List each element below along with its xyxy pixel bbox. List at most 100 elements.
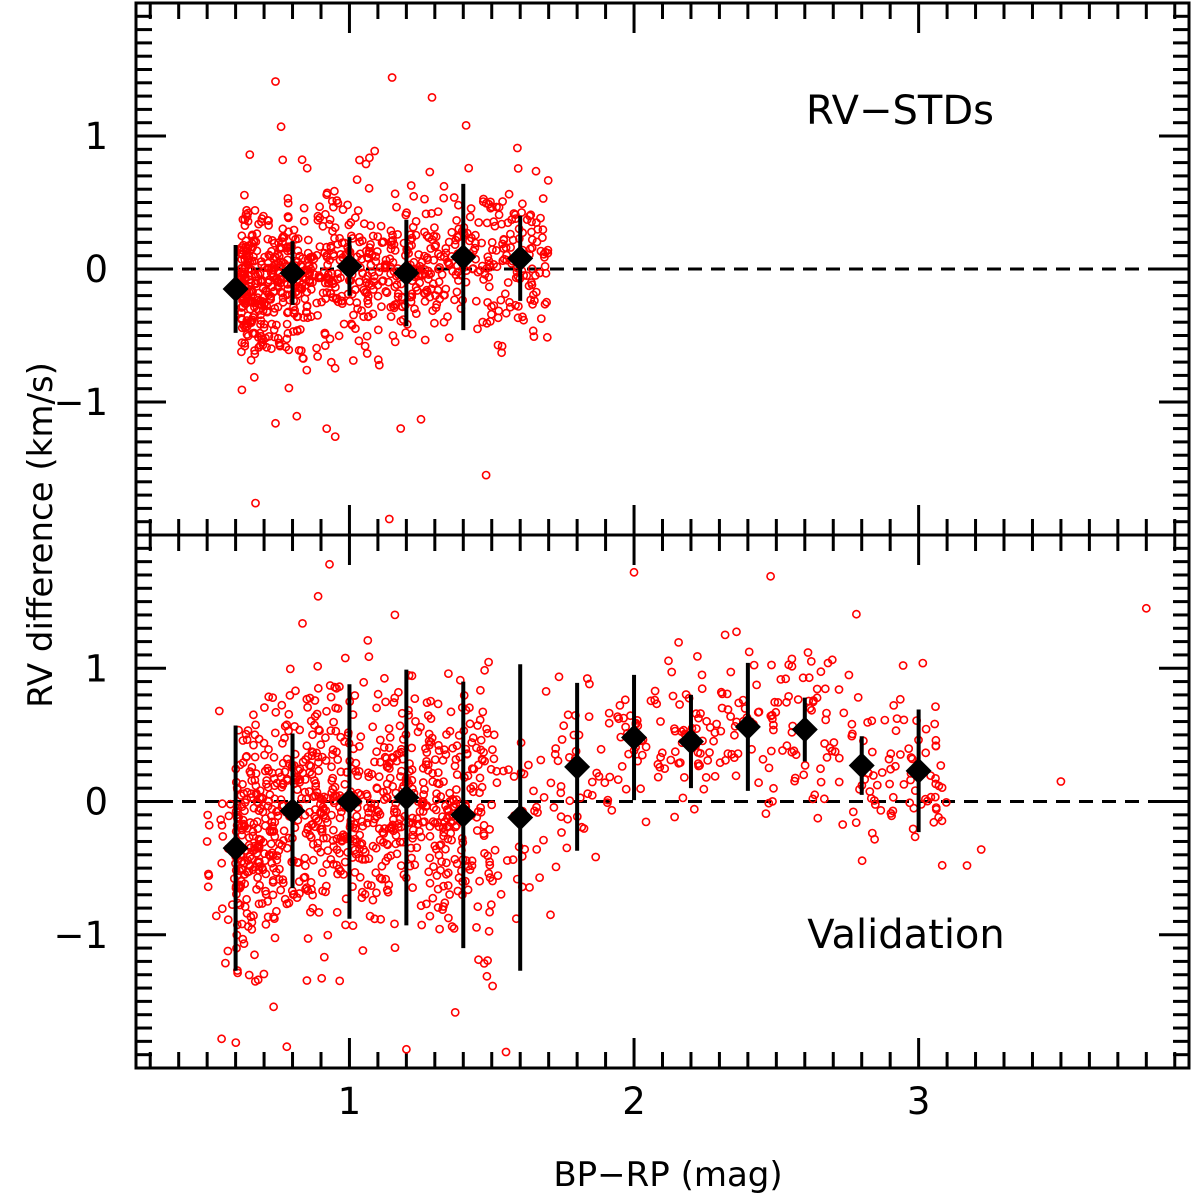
scatter-point — [447, 922, 457, 931]
scatter-point — [834, 685, 844, 694]
scatter-point — [754, 707, 764, 717]
scatter-point — [473, 760, 483, 770]
scatter-point — [270, 303, 280, 313]
scatter-point — [352, 811, 362, 821]
scatter-point — [302, 976, 312, 985]
scatter-point — [328, 279, 338, 289]
scatter-point — [359, 677, 369, 687]
scatter-point — [670, 747, 680, 757]
scatter-point — [439, 181, 449, 191]
scatter-point — [275, 341, 285, 351]
scatter-point — [732, 627, 741, 637]
scatter-point — [408, 883, 417, 892]
scatter-point — [477, 261, 487, 271]
scatter-point — [420, 296, 430, 306]
y-tick-label: 0 — [84, 781, 108, 824]
scatter-point — [434, 277, 444, 287]
scatter-point — [839, 708, 849, 718]
scatter-point — [670, 812, 679, 822]
scatter-point — [305, 693, 315, 703]
scatter-point — [508, 855, 518, 865]
scatter-point — [475, 685, 485, 695]
scatter-point — [364, 854, 374, 863]
scatter-point — [536, 246, 546, 256]
scatter-point — [374, 772, 384, 782]
scatter-point — [467, 764, 477, 773]
scatter-point — [250, 775, 260, 785]
scatter-point — [386, 226, 396, 236]
scatter-point — [540, 299, 550, 309]
scatter-point — [491, 245, 501, 255]
scatter-point — [381, 874, 391, 884]
scatter-point — [320, 248, 329, 258]
scatter-point — [502, 856, 512, 865]
scatter-point — [539, 835, 548, 845]
scatter-point — [297, 794, 307, 803]
scatter-point — [393, 687, 403, 697]
scatter-point — [474, 218, 484, 227]
scatter-point — [584, 712, 594, 721]
scatter-point — [347, 320, 357, 330]
scatter-point — [480, 756, 489, 766]
scatter-point — [899, 715, 909, 725]
scatter-point — [322, 818, 332, 827]
scatter-point — [248, 846, 258, 856]
scatter-point — [336, 273, 345, 283]
scatter-point — [325, 334, 335, 344]
scatter-point — [356, 732, 366, 742]
scatter-point — [356, 790, 366, 800]
scatter-point — [587, 777, 597, 787]
scatter-point — [668, 691, 678, 701]
scatter-point — [865, 787, 875, 796]
scatter-point — [276, 885, 286, 895]
scatter-point — [281, 342, 291, 352]
scatter-point — [364, 652, 374, 662]
scatter-point — [385, 733, 395, 742]
scatter-point — [238, 240, 248, 250]
scatter-point — [308, 819, 318, 829]
scatter-point — [888, 806, 898, 816]
scatter-point — [475, 266, 485, 275]
scatter-point — [637, 750, 647, 760]
scatter-point — [604, 708, 614, 718]
scatter-point — [282, 334, 292, 344]
scatter-point — [493, 340, 503, 350]
scatter-point — [808, 697, 818, 707]
scatter-point — [525, 211, 534, 221]
scatter-point — [410, 304, 419, 314]
scatter-point — [550, 749, 560, 759]
scatter-point — [314, 766, 323, 776]
scatter-point — [546, 778, 556, 788]
scatter-point — [443, 257, 452, 267]
scatter-point — [513, 313, 523, 323]
scatter-point — [303, 313, 313, 323]
scatter-point — [781, 674, 791, 684]
scatter-point — [931, 741, 941, 751]
top-binned-series — [222, 183, 534, 333]
scatter-point — [655, 762, 665, 772]
binned-mean-marker — [677, 728, 704, 755]
scatter-point — [333, 297, 343, 307]
scatter-point — [869, 771, 878, 780]
scatter-point — [387, 73, 397, 82]
scatter-point — [237, 385, 247, 395]
scatter-point — [377, 238, 387, 247]
scatter-point — [730, 730, 739, 740]
scatter-point — [267, 235, 277, 245]
scatter-point — [692, 724, 701, 733]
scatter-point — [445, 726, 455, 736]
scatter-point — [364, 183, 374, 193]
scatter-point — [360, 847, 370, 857]
scatter-point — [496, 889, 506, 899]
scatter-point — [407, 853, 416, 863]
scatter-point — [373, 689, 383, 699]
scatter-point — [679, 773, 689, 782]
scatter-point — [936, 761, 946, 770]
scatter-point — [657, 748, 667, 758]
scatter-point — [370, 146, 380, 156]
scatter-point — [411, 230, 421, 240]
scatter-point — [264, 250, 274, 260]
scatter-point — [489, 301, 499, 310]
scatter-point — [236, 271, 246, 281]
scatter-point — [472, 923, 481, 932]
